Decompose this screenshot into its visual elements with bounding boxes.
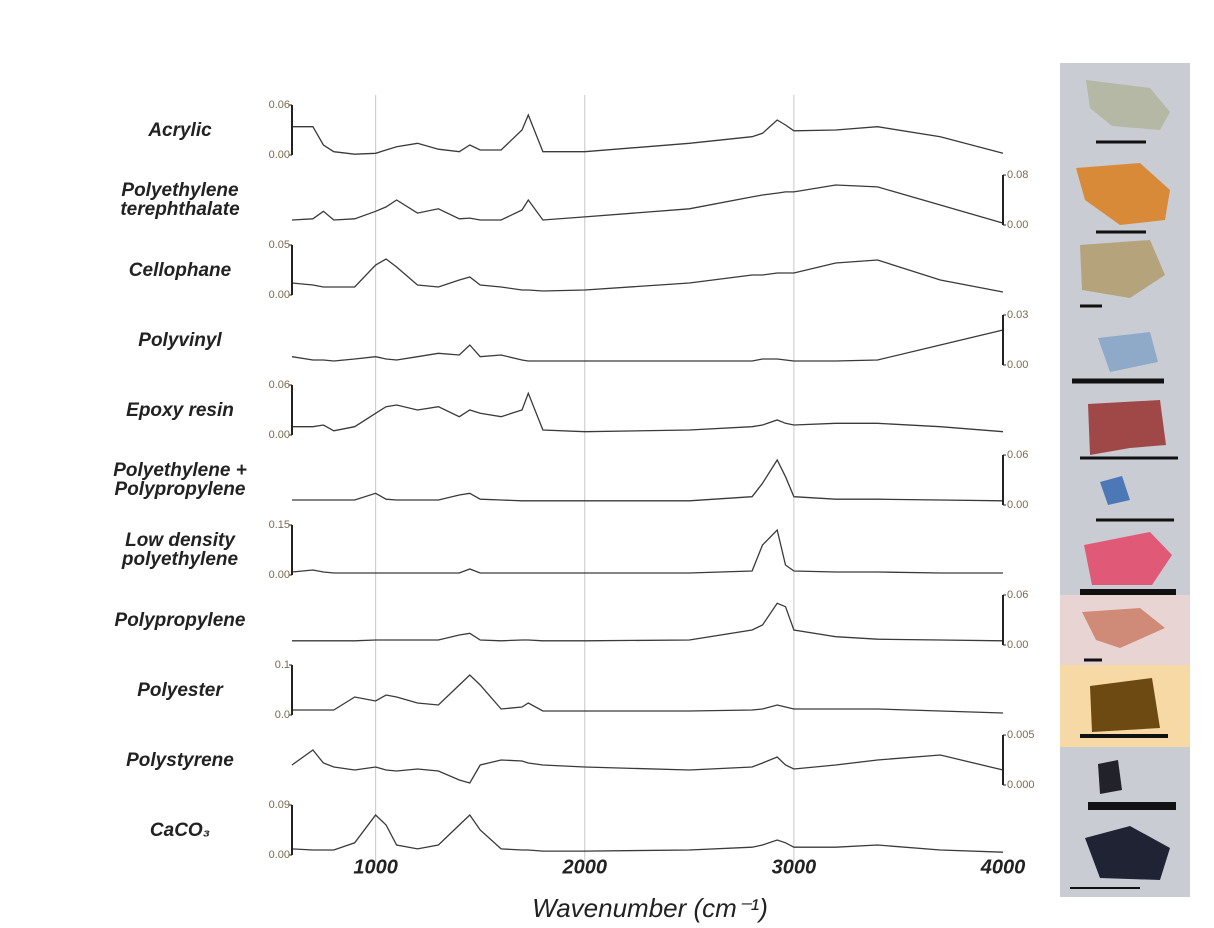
spectrum-line (291, 184, 1004, 224)
y-tick-label: 0.09 (269, 799, 290, 811)
series-label: Polyvinyl (138, 329, 222, 351)
sample (1090, 678, 1160, 732)
y-tick-label: 0.06 (269, 99, 290, 111)
y-tick-label: 0.1 (275, 659, 290, 671)
y-tick-label: 0.00 (269, 849, 290, 861)
y-tick-label: 0.05 (269, 239, 290, 251)
sample (1086, 80, 1170, 130)
series-label: Polyethylene + Polypropylene (113, 460, 247, 500)
sample (1082, 608, 1165, 648)
sample (1080, 240, 1165, 298)
sample (1098, 760, 1122, 794)
y-tick-label: 0.00 (269, 429, 290, 441)
y-tick-label: 0.0 (275, 709, 290, 721)
sample (1098, 332, 1158, 372)
sample (1088, 400, 1166, 455)
y-tick-label: 0.000 (1007, 779, 1035, 791)
photo-column (1060, 63, 1190, 897)
sample (1076, 163, 1170, 225)
x-tick-label: 4000 (980, 856, 1026, 878)
y-tick-label: 0.06 (1007, 449, 1028, 461)
y-tick-label: 0.005 (1007, 729, 1035, 741)
series-label: Acrylic (148, 119, 212, 141)
y-tick-label: 0.06 (1007, 589, 1028, 601)
x-tick-label: 1000 (353, 856, 398, 878)
series-label: Cellophane (128, 259, 232, 281)
series-label: Low density polyethylene (121, 530, 239, 570)
y-tick-label: 0.00 (1007, 359, 1028, 371)
y-tick-label: 0.06 (269, 379, 290, 391)
spectrum-line (292, 391, 1004, 433)
spectrum-line (292, 458, 1004, 502)
series-label: Polystyrene (126, 749, 234, 771)
sample (1084, 532, 1172, 585)
y-tick-label: 0.00 (1007, 219, 1028, 231)
series-label: Polyethylene terephthalate (120, 180, 240, 220)
series-label: Polyester (137, 679, 223, 701)
scale-bars (1070, 140, 1178, 889)
x-axis-label: Wavenumber (cm⁻¹) (532, 893, 768, 923)
spectrum-line (291, 528, 1003, 574)
spectrum-line (291, 749, 1004, 784)
y-tick-label: 0.08 (1007, 169, 1028, 181)
spectrum-line (291, 258, 1004, 293)
spectrum-line (292, 113, 1004, 155)
y-tick-label: 0.00 (269, 149, 290, 161)
spectrum-line (292, 602, 1004, 642)
spectrum-line (291, 329, 1004, 362)
y-tick-label: 0.00 (269, 569, 290, 581)
y-tick-label: 0.00 (1007, 639, 1028, 651)
x-tick-label: 3000 (772, 856, 817, 878)
y-tick-label: 0.03 (1007, 309, 1028, 321)
y-tick-label: 0.00 (269, 289, 290, 301)
spectrum-line (292, 674, 1004, 714)
series-label: CaCO₃ (149, 819, 211, 841)
sample (1100, 476, 1130, 505)
y-tick-label: 0.00 (1007, 499, 1028, 511)
sample (1085, 826, 1170, 880)
series-label: Epoxy resin (126, 399, 234, 421)
spectrum-line (291, 814, 1004, 853)
y-tick-label: 0.15 (269, 519, 290, 531)
x-tick-label: 2000 (562, 856, 608, 878)
series-label: Polypropylene (114, 609, 246, 631)
